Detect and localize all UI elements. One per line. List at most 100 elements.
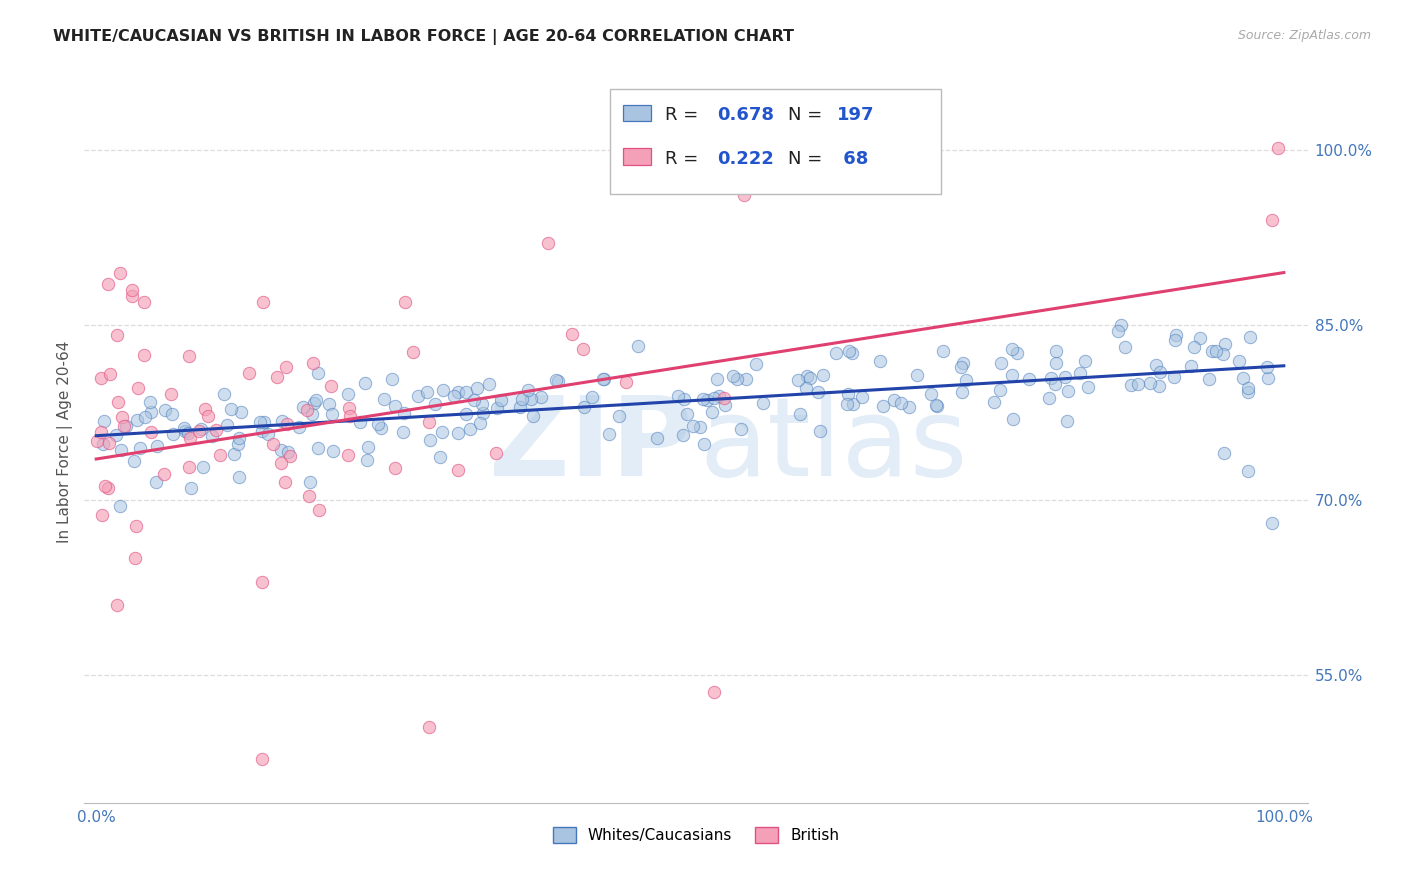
Point bbox=[250, 424, 273, 438]
Point bbox=[1189, 331, 1212, 345]
Point bbox=[98, 436, 121, 450]
Point bbox=[706, 372, 728, 386]
Point bbox=[463, 392, 485, 407]
Text: R =: R = bbox=[665, 106, 704, 124]
Text: R =: R = bbox=[665, 150, 704, 168]
Point bbox=[392, 406, 415, 420]
Point bbox=[129, 441, 152, 455]
Point bbox=[1128, 377, 1150, 392]
Point bbox=[162, 426, 184, 441]
Text: N =: N = bbox=[787, 150, 828, 168]
Text: 0.222: 0.222 bbox=[717, 150, 773, 168]
Point bbox=[208, 448, 231, 462]
Point bbox=[744, 357, 766, 371]
Point bbox=[1164, 333, 1187, 347]
Point bbox=[454, 407, 477, 421]
Point bbox=[1109, 318, 1132, 333]
Point bbox=[692, 392, 714, 406]
Point bbox=[607, 409, 630, 423]
Point bbox=[932, 343, 955, 358]
Point bbox=[152, 467, 174, 481]
Point bbox=[714, 398, 737, 412]
Point bbox=[339, 409, 361, 423]
Point bbox=[321, 407, 343, 421]
Point bbox=[920, 387, 942, 401]
Point bbox=[214, 386, 236, 401]
Point bbox=[394, 294, 416, 309]
Point bbox=[308, 503, 330, 517]
Point bbox=[173, 421, 195, 435]
Point bbox=[160, 387, 183, 401]
Point bbox=[384, 461, 406, 475]
Point bbox=[1045, 356, 1067, 370]
Point bbox=[115, 419, 138, 434]
Point bbox=[593, 372, 616, 386]
Point bbox=[491, 393, 513, 408]
Point bbox=[616, 375, 638, 389]
Point bbox=[373, 392, 395, 407]
Point bbox=[468, 416, 491, 430]
Point bbox=[1261, 516, 1284, 530]
Text: atlas: atlas bbox=[700, 392, 969, 500]
Point bbox=[825, 346, 848, 360]
Point bbox=[458, 422, 481, 436]
Point bbox=[295, 403, 318, 417]
Point bbox=[418, 415, 440, 429]
Point bbox=[90, 508, 112, 523]
Point bbox=[1001, 368, 1024, 383]
Text: N =: N = bbox=[787, 106, 828, 124]
Point bbox=[520, 392, 543, 406]
Point bbox=[277, 444, 299, 458]
Point bbox=[1018, 372, 1040, 386]
Point bbox=[842, 397, 865, 411]
Point bbox=[292, 400, 315, 414]
Point bbox=[322, 444, 344, 458]
Point bbox=[796, 369, 818, 384]
Point bbox=[666, 389, 689, 403]
Point bbox=[301, 407, 323, 421]
Point bbox=[645, 431, 668, 445]
Point bbox=[219, 402, 242, 417]
Point bbox=[1267, 141, 1289, 155]
Point bbox=[307, 367, 329, 381]
Legend: Whites/Caucasians, British: Whites/Caucasians, British bbox=[547, 821, 845, 849]
Point bbox=[725, 372, 748, 386]
Point bbox=[530, 390, 553, 404]
Point bbox=[1038, 391, 1060, 405]
Point bbox=[249, 415, 271, 429]
Point bbox=[1213, 336, 1236, 351]
Point bbox=[869, 354, 891, 368]
Point bbox=[1147, 379, 1170, 393]
Point bbox=[1213, 446, 1236, 460]
Point bbox=[252, 294, 274, 309]
Point bbox=[262, 437, 284, 451]
Point bbox=[572, 401, 595, 415]
Point bbox=[581, 390, 603, 404]
Point bbox=[270, 456, 292, 470]
Point bbox=[447, 385, 470, 400]
Point bbox=[177, 459, 200, 474]
Point bbox=[354, 376, 377, 390]
Point bbox=[270, 443, 292, 458]
Point bbox=[105, 598, 128, 612]
Point bbox=[173, 425, 195, 439]
Point bbox=[356, 452, 378, 467]
Text: 0.678: 0.678 bbox=[717, 106, 773, 124]
Point bbox=[302, 396, 325, 410]
Point bbox=[471, 406, 494, 420]
Point bbox=[190, 422, 212, 436]
Point bbox=[357, 440, 380, 454]
Point bbox=[486, 401, 509, 415]
Point bbox=[702, 405, 724, 419]
Point bbox=[446, 425, 468, 440]
Point bbox=[307, 441, 329, 455]
Point bbox=[509, 400, 531, 414]
Point bbox=[598, 427, 620, 442]
Text: 197: 197 bbox=[837, 106, 875, 124]
Point bbox=[733, 187, 755, 202]
Point bbox=[544, 373, 567, 387]
Point bbox=[90, 371, 112, 385]
Point bbox=[1139, 376, 1161, 390]
Point bbox=[108, 266, 131, 280]
Point bbox=[808, 424, 831, 438]
